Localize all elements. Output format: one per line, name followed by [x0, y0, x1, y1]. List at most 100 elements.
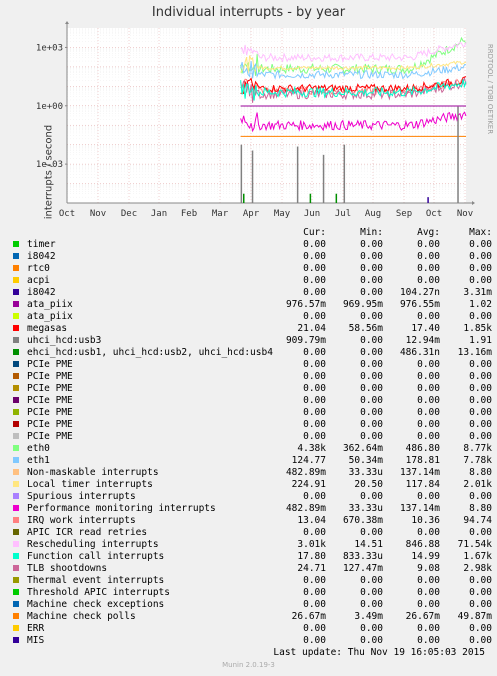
legend-value-avg: 104.27n: [399, 287, 440, 298]
legend-value-max: 0.00: [469, 359, 492, 370]
legend-value-min: 20.50: [354, 479, 383, 490]
legend-series-name: Spurious interrupts: [27, 491, 136, 502]
legend-swatch: [13, 517, 19, 523]
legend-value-min: 0.00: [360, 395, 383, 406]
legend-value-cur: 0.00: [303, 347, 326, 358]
legend-value-avg: 26.67m: [405, 611, 440, 622]
legend-value-max: 0.00: [469, 431, 492, 442]
x-tick-label: Oct: [59, 209, 75, 219]
legend-value-avg: 0.00: [417, 527, 440, 538]
legend-value-avg: 178.81: [405, 455, 440, 466]
legend-value-avg: 0.00: [417, 371, 440, 382]
legend-value-cur: 21.04: [297, 323, 326, 334]
legend-value-avg: 0.00: [417, 599, 440, 610]
x-tick-label: Jun: [304, 209, 320, 219]
y-tick-label: 1e+00: [36, 102, 63, 112]
legend-value-min: 50.34m: [348, 455, 383, 466]
legend-series-name: MIS: [27, 635, 45, 646]
legend-value-avg: 0.00: [417, 395, 440, 406]
legend-row: Non-maskable interrupts 482.89m 33.33u 137.…: [8, 467, 492, 479]
legend-value-cur: 0.00: [303, 263, 326, 274]
legend-value-cur: 0.00: [303, 623, 326, 634]
legend-row: MIS 0.00 0.00 0.00 0.00: [8, 635, 492, 647]
legend-value-min: 0.00: [360, 599, 383, 610]
legend-value-avg: 0.00: [417, 383, 440, 394]
legend-row: PCIe PME 0.00 0.00 0.00 0.00: [8, 371, 492, 383]
legend-swatch: [13, 589, 19, 595]
legend-value-avg: 0.00: [417, 263, 440, 274]
x-tick-label: Aug: [365, 209, 381, 219]
legend-row: PCIe PME 0.00 0.00 0.00 0.00: [8, 431, 492, 443]
legend-value-max: 0.00: [469, 599, 492, 610]
legend-row: TLB shootdowns 24.71 127.47m 9.08 2.98k: [8, 563, 492, 575]
legend-value-cur: 0.00: [303, 599, 326, 610]
legend-swatch: [13, 613, 19, 619]
legend-value-max: 13.16m: [457, 347, 492, 358]
rrdtool-credit-box: RRDTOOL / TOBI OETIKER: [480, 10, 494, 170]
legend-value-cur: 0.00: [303, 527, 326, 538]
legend-row: Function call interrupts 17.80 833.33u 14.9…: [8, 551, 492, 563]
legend-series-name: Performance monitoring interrupts: [27, 503, 216, 514]
legend-value-min: 0.00: [360, 419, 383, 430]
legend-value-max: 0.00: [469, 263, 492, 274]
legend-value-cur: 976.57m: [285, 299, 326, 310]
legend-swatch: [13, 325, 19, 331]
legend-value-min: 0.00: [360, 275, 383, 286]
legend-value-cur: 0.00: [303, 635, 326, 646]
legend-row: eth1 124.77 50.34m 178.81 7.78k: [8, 455, 492, 467]
legend-value-max: 0.00: [469, 527, 492, 538]
legend-header-cur: Cur:: [303, 227, 326, 238]
legend-value-cur: 224.91: [291, 479, 326, 490]
legend-value-max: 8.80: [469, 467, 492, 478]
legend-value-cur: 0.00: [303, 575, 326, 586]
legend-swatch: [13, 433, 19, 439]
legend-value-max: 3.31m: [463, 287, 492, 298]
legend-value-min: 969.95m: [342, 299, 383, 310]
legend-series-name: i8042: [27, 287, 56, 298]
legend-value-avg: 0.00: [417, 431, 440, 442]
legend-value-min: 58.56m: [348, 323, 383, 334]
series-line-local-timer: [240, 55, 467, 74]
legend-series-name: ata_piix: [27, 299, 73, 310]
legend-value-cur: 0.00: [303, 491, 326, 502]
legend-value-max: 0.00: [469, 275, 492, 286]
legend-value-min: 0.00: [360, 527, 383, 538]
legend-value-min: 0.00: [360, 371, 383, 382]
legend-value-max: 8.80: [469, 503, 492, 514]
legend-series-name: PCIe PME: [27, 383, 73, 394]
legend-series-name: megasas: [27, 323, 68, 334]
legend-row: PCIe PME 0.00 0.00 0.00 0.00: [8, 407, 492, 419]
legend-series-name: uhci_hcd:usb3: [27, 335, 102, 346]
legend-row: uhci_hcd:usb3 909.79m 0.00 12.94m 1.91: [8, 335, 492, 347]
x-tick-label: Apr: [243, 209, 260, 219]
legend-value-min: 33.33u: [348, 503, 383, 514]
plot-area: [67, 28, 466, 203]
legend-header-min: Min:: [360, 227, 383, 238]
legend-series-name: APIC ICR read retries: [27, 527, 148, 538]
legend-value-avg: 117.84: [405, 479, 440, 490]
legend-value-avg: 0.00: [417, 407, 440, 418]
legend-value-cur: 482.89m: [285, 503, 326, 514]
x-tick-label: Oct: [426, 209, 442, 219]
legend-value-cur: 482.89m: [285, 467, 326, 478]
legend-value-min: 362.64m: [342, 443, 383, 454]
legend-value-min: 14.51: [354, 539, 383, 550]
legend-value-max: 0.00: [469, 239, 492, 250]
legend-series-name: Thermal event interrupts: [27, 575, 165, 586]
legend-value-min: 0.00: [360, 431, 383, 442]
legend-value-min: 0.00: [360, 239, 383, 250]
legend-value-min: 0.00: [360, 635, 383, 646]
legend-row: i8042 0.00 0.00 0.00 0.00: [8, 251, 492, 263]
legend-value-min: 33.33u: [348, 467, 383, 478]
legend-value-cur: 0.00: [303, 383, 326, 394]
legend-row: Thermal event interrupts 0.00 0.00 0.00 0.00: [8, 575, 492, 587]
series-line-megasas: [240, 76, 467, 95]
legend-value-min: 670.38m: [342, 515, 383, 526]
x-tick-label: Nov: [457, 209, 473, 219]
legend-value-min: 0.00: [360, 251, 383, 262]
legend-series-name: TLB shootdowns: [27, 563, 108, 574]
legend-value-avg: 0.00: [417, 623, 440, 634]
legend-row: megasas 21.04 58.56m 17.40 1.85k: [8, 323, 492, 335]
legend-value-cur: 26.67m: [291, 611, 326, 622]
legend-series-name: Threshold APIC interrupts: [27, 587, 170, 598]
